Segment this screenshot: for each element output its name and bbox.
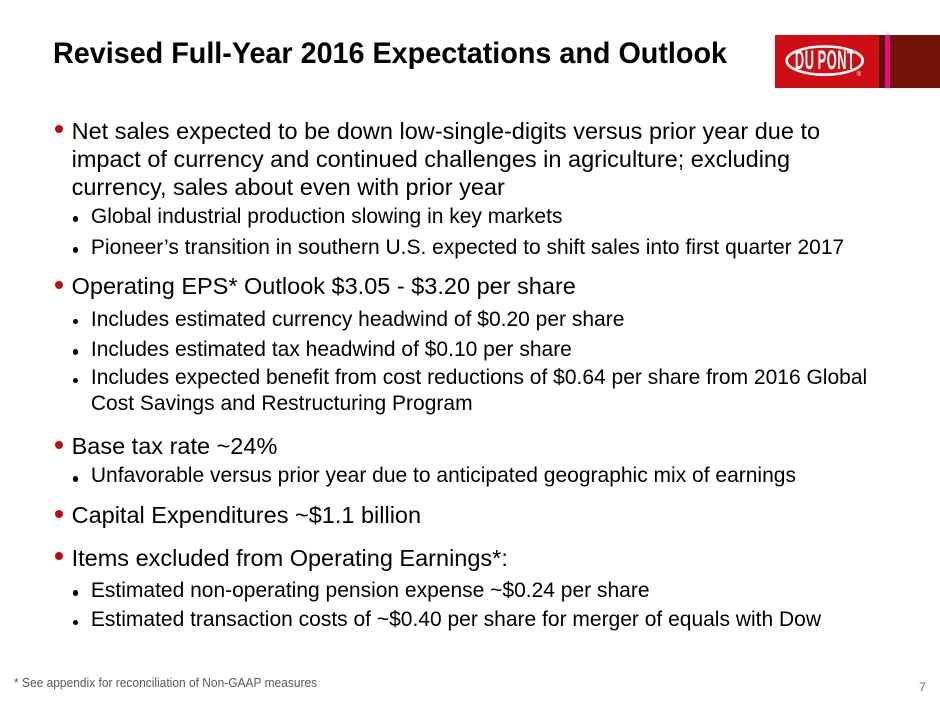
svg-text:®: ® [857,71,862,78]
svg-text:DU PONT: DU PONT [795,45,856,76]
